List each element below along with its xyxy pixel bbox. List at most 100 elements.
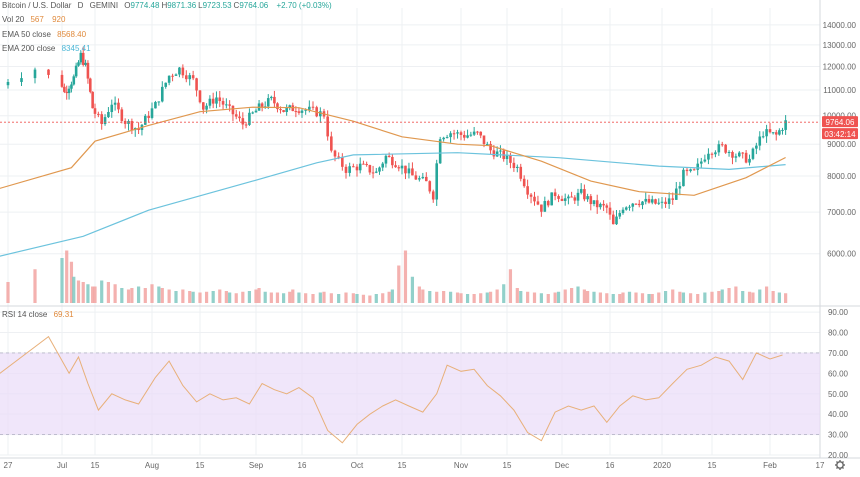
candle	[362, 160, 365, 165]
candle-body	[113, 102, 117, 105]
candle-body	[344, 166, 348, 173]
time-tick-label: 15	[91, 461, 100, 470]
gear-icon-tooth	[842, 460, 845, 463]
candle-body	[91, 91, 94, 109]
volume-bar	[435, 291, 439, 303]
candle	[238, 111, 241, 122]
indicator-legend-vol[interactable]: Vol 20 567 920	[2, 15, 71, 24]
candle-body	[479, 131, 483, 136]
candle	[579, 183, 583, 195]
candle	[519, 163, 523, 182]
candle-body	[428, 181, 432, 192]
candle-body	[741, 152, 745, 154]
candle	[67, 85, 71, 100]
time-tick-label: 15	[503, 461, 512, 470]
candle-body	[411, 168, 414, 176]
candle-body	[311, 106, 315, 108]
candle	[215, 91, 218, 109]
time-tick-label: 17	[816, 461, 825, 470]
candle	[77, 60, 80, 67]
candle	[546, 199, 550, 208]
candle	[352, 163, 355, 168]
candle	[570, 191, 573, 198]
candle	[110, 99, 114, 118]
volume-bar	[526, 291, 530, 303]
candle-body	[671, 198, 675, 200]
volume-bar	[777, 292, 781, 303]
volume-bar	[448, 291, 453, 303]
candle	[127, 119, 130, 131]
indicator-legend-ema200[interactable]: EMA 200 close 8345.41	[2, 44, 97, 53]
candle-body	[225, 104, 228, 106]
candle-body	[737, 152, 741, 157]
candle-body	[509, 155, 512, 163]
candle-body	[717, 144, 721, 153]
candle-body	[266, 98, 270, 107]
exchange-label: GEMINI	[89, 1, 119, 10]
volume-bar	[582, 289, 586, 303]
candle-body	[205, 105, 208, 110]
volume-bar	[621, 292, 625, 303]
volume-bar	[337, 294, 341, 303]
candle	[160, 81, 164, 103]
candle-body	[731, 152, 734, 158]
candle-body	[758, 136, 762, 146]
candle	[573, 195, 577, 205]
volume-bar	[254, 289, 258, 303]
candle-body	[86, 62, 90, 79]
candle-body	[546, 201, 550, 206]
time-tick-label: Dec	[555, 461, 569, 470]
candle	[70, 81, 73, 93]
gear-icon[interactable]	[835, 460, 845, 470]
candle-body	[654, 199, 657, 204]
volume-bar	[318, 292, 322, 303]
volume-bar	[485, 292, 489, 303]
candle	[714, 150, 717, 158]
candle-body	[724, 144, 727, 153]
candle-body	[438, 139, 442, 164]
volume-bar	[191, 291, 195, 303]
candle	[428, 180, 432, 194]
symbol-name[interactable]: Bitcoin / U.S. Dollar	[2, 1, 72, 10]
volume-bar	[93, 286, 97, 303]
candle-body	[599, 203, 602, 208]
candle	[550, 192, 553, 206]
candle-body	[407, 168, 411, 174]
candle-body	[579, 189, 583, 193]
indicator-legend-ema50[interactable]: EMA 50 close 8568.40	[2, 30, 92, 39]
volume-bar	[678, 291, 682, 303]
candle	[784, 115, 787, 135]
candle	[218, 91, 222, 108]
volume-bar	[556, 291, 561, 303]
candle-body	[150, 108, 154, 118]
candle	[707, 148, 710, 165]
candle-body	[529, 194, 533, 197]
ema50-line	[0, 106, 786, 196]
candle	[618, 210, 622, 220]
candle-body	[201, 102, 205, 110]
candle-body	[195, 78, 198, 91]
candle-body	[586, 196, 589, 200]
candle-body	[748, 158, 751, 163]
candle-body	[699, 161, 703, 164]
volume-bar	[361, 294, 366, 303]
indicator-value: 920	[52, 15, 66, 24]
candle-body	[365, 163, 368, 166]
candle	[543, 196, 547, 212]
rsi-legend[interactable]: RSI 14 close 69.31	[2, 310, 80, 319]
candle-body	[435, 163, 439, 200]
candle-body	[682, 169, 685, 187]
candle-body	[147, 115, 150, 118]
interval-label[interactable]: D	[77, 1, 84, 10]
candle	[526, 179, 529, 199]
candle	[6, 79, 10, 89]
candle	[621, 207, 625, 215]
candle	[699, 157, 703, 169]
volume-bar	[351, 293, 355, 303]
volume-bar	[553, 292, 557, 303]
candle	[589, 194, 593, 211]
volume-bar	[387, 291, 391, 303]
candle-body	[273, 96, 276, 104]
